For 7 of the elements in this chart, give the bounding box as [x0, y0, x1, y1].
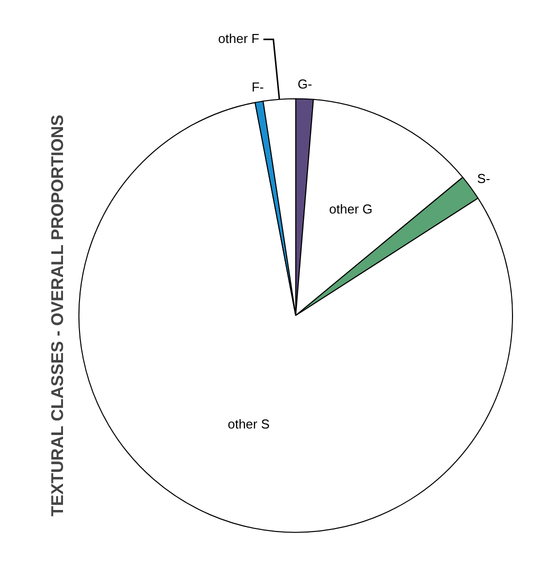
slice-label: other S	[228, 416, 270, 432]
slice-label: other F	[218, 30, 260, 46]
text: TEXTURAL CLASSES - OVERALL PROPORTIONS	[48, 114, 67, 516]
slice-label: S-	[477, 170, 490, 186]
slice-label: other G	[329, 201, 373, 216]
slice-label: G-	[298, 76, 312, 92]
slice-label: F-	[252, 80, 264, 95]
